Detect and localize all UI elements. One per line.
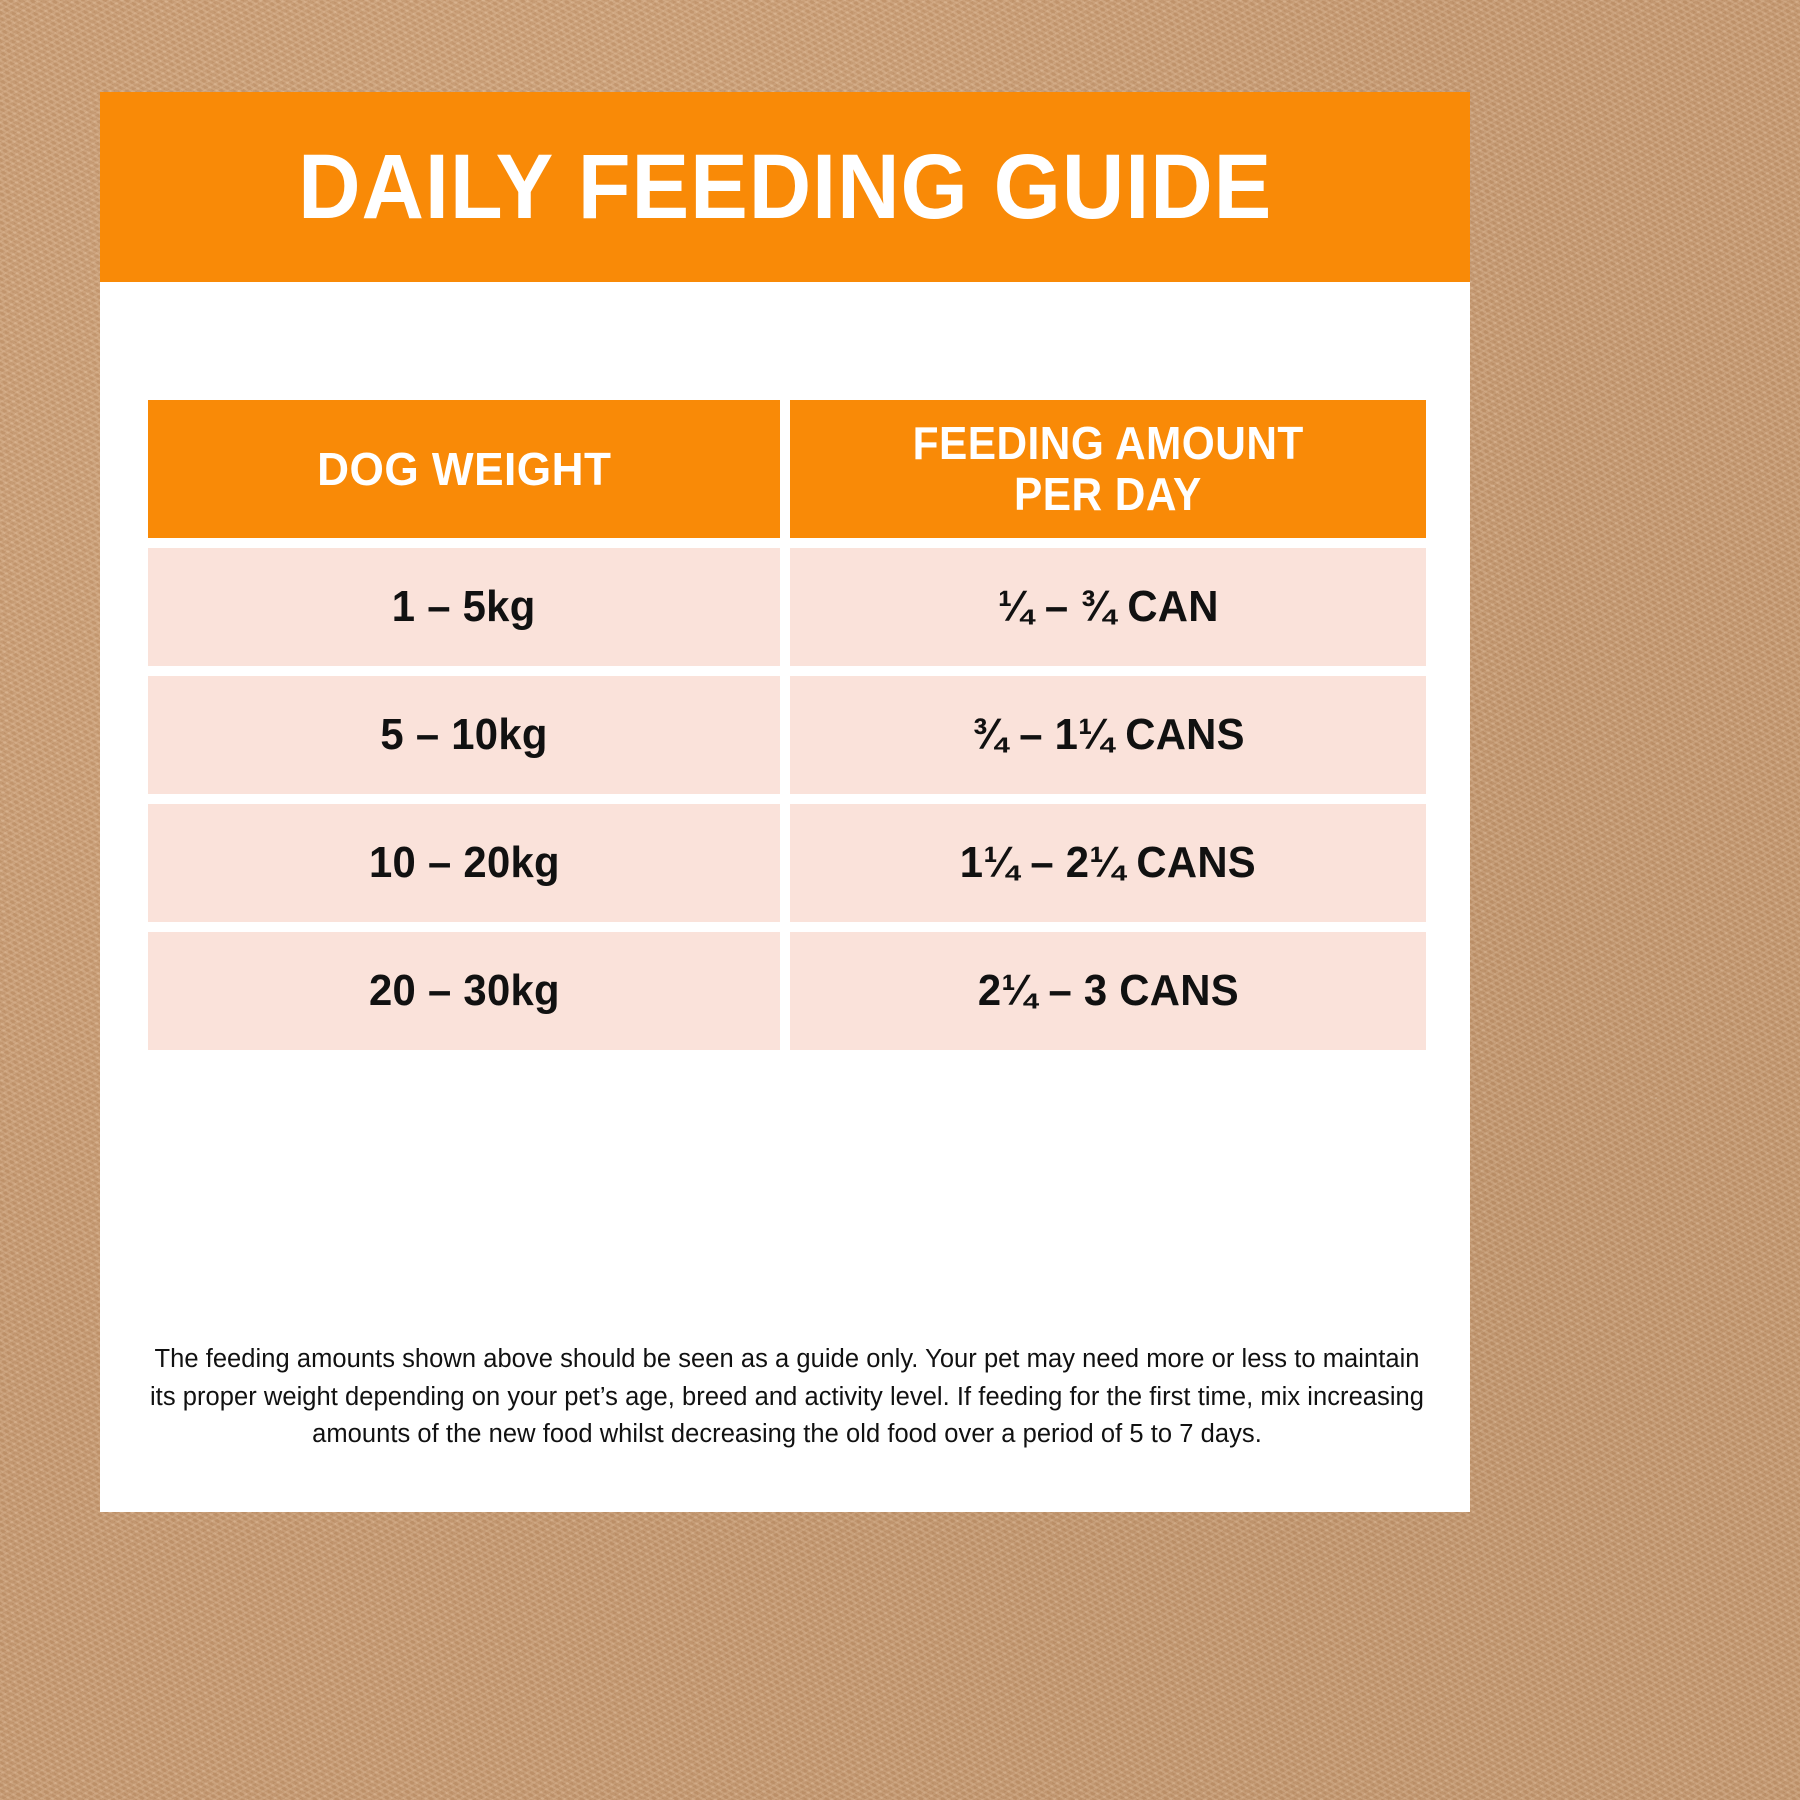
cell-feeding-amount: ¾ – 1¼ CANS <box>790 676 1426 794</box>
cell-dog-weight-value: 1 – 5kg <box>392 582 536 631</box>
cell-dog-weight-value: 20 – 30kg <box>368 966 560 1015</box>
table-row: 5 – 10kg ¾ – 1¼ CANS <box>148 676 1426 794</box>
cell-feeding-amount-value: ¾ – 1¼ CANS <box>971 710 1245 759</box>
cell-dog-weight: 5 – 10kg <box>148 676 780 794</box>
cell-feeding-amount-value: ¼ – ¾ CAN <box>997 582 1219 631</box>
feeding-guide-card: DAILY FEEDING GUIDE DOG WEIGHT FEEDING A… <box>100 92 1470 1512</box>
table-row: 10 – 20kg 1¼ – 2¼ CANS <box>148 804 1426 922</box>
feeding-amount-line-1: FEEDING AMOUNT <box>912 417 1304 470</box>
cell-dog-weight-value: 10 – 20kg <box>368 838 560 887</box>
column-header-feeding-amount-label: FEEDING AMOUNT PER DAY <box>904 418 1311 519</box>
cell-feeding-amount-value: 2¼ – 3 CANS <box>977 966 1239 1015</box>
table-row: 20 – 30kg 2¼ – 3 CANS <box>148 932 1426 1050</box>
feeding-table: DOG WEIGHT FEEDING AMOUNT PER DAY 1 – 5k… <box>148 400 1426 1050</box>
table-header-row: DOG WEIGHT FEEDING AMOUNT PER DAY <box>148 400 1426 538</box>
cell-feeding-amount: ¼ – ¾ CAN <box>790 548 1426 666</box>
page-title: DAILY FEEDING GUIDE <box>297 136 1273 238</box>
column-header-dog-weight-label: DOG WEIGHT <box>316 442 612 495</box>
table-row: 1 – 5kg ¼ – ¾ CAN <box>148 548 1426 666</box>
cell-feeding-amount-value: 1¼ – 2¼ CANS <box>959 838 1257 887</box>
cell-dog-weight: 20 – 30kg <box>148 932 780 1050</box>
cell-dog-weight-value: 5 – 10kg <box>380 710 548 759</box>
cell-dog-weight: 1 – 5kg <box>148 548 780 666</box>
title-banner: DAILY FEEDING GUIDE <box>100 92 1470 282</box>
cell-feeding-amount: 1¼ – 2¼ CANS <box>790 804 1426 922</box>
cell-feeding-amount: 2¼ – 3 CANS <box>790 932 1426 1050</box>
cell-dog-weight: 10 – 20kg <box>148 804 780 922</box>
feeding-amount-line-2: PER DAY <box>1014 468 1202 520</box>
column-header-dog-weight: DOG WEIGHT <box>148 400 780 538</box>
footer-disclaimer: The feeding amounts shown above should b… <box>149 1344 1425 1449</box>
column-header-feeding-amount: FEEDING AMOUNT PER DAY <box>790 400 1426 538</box>
